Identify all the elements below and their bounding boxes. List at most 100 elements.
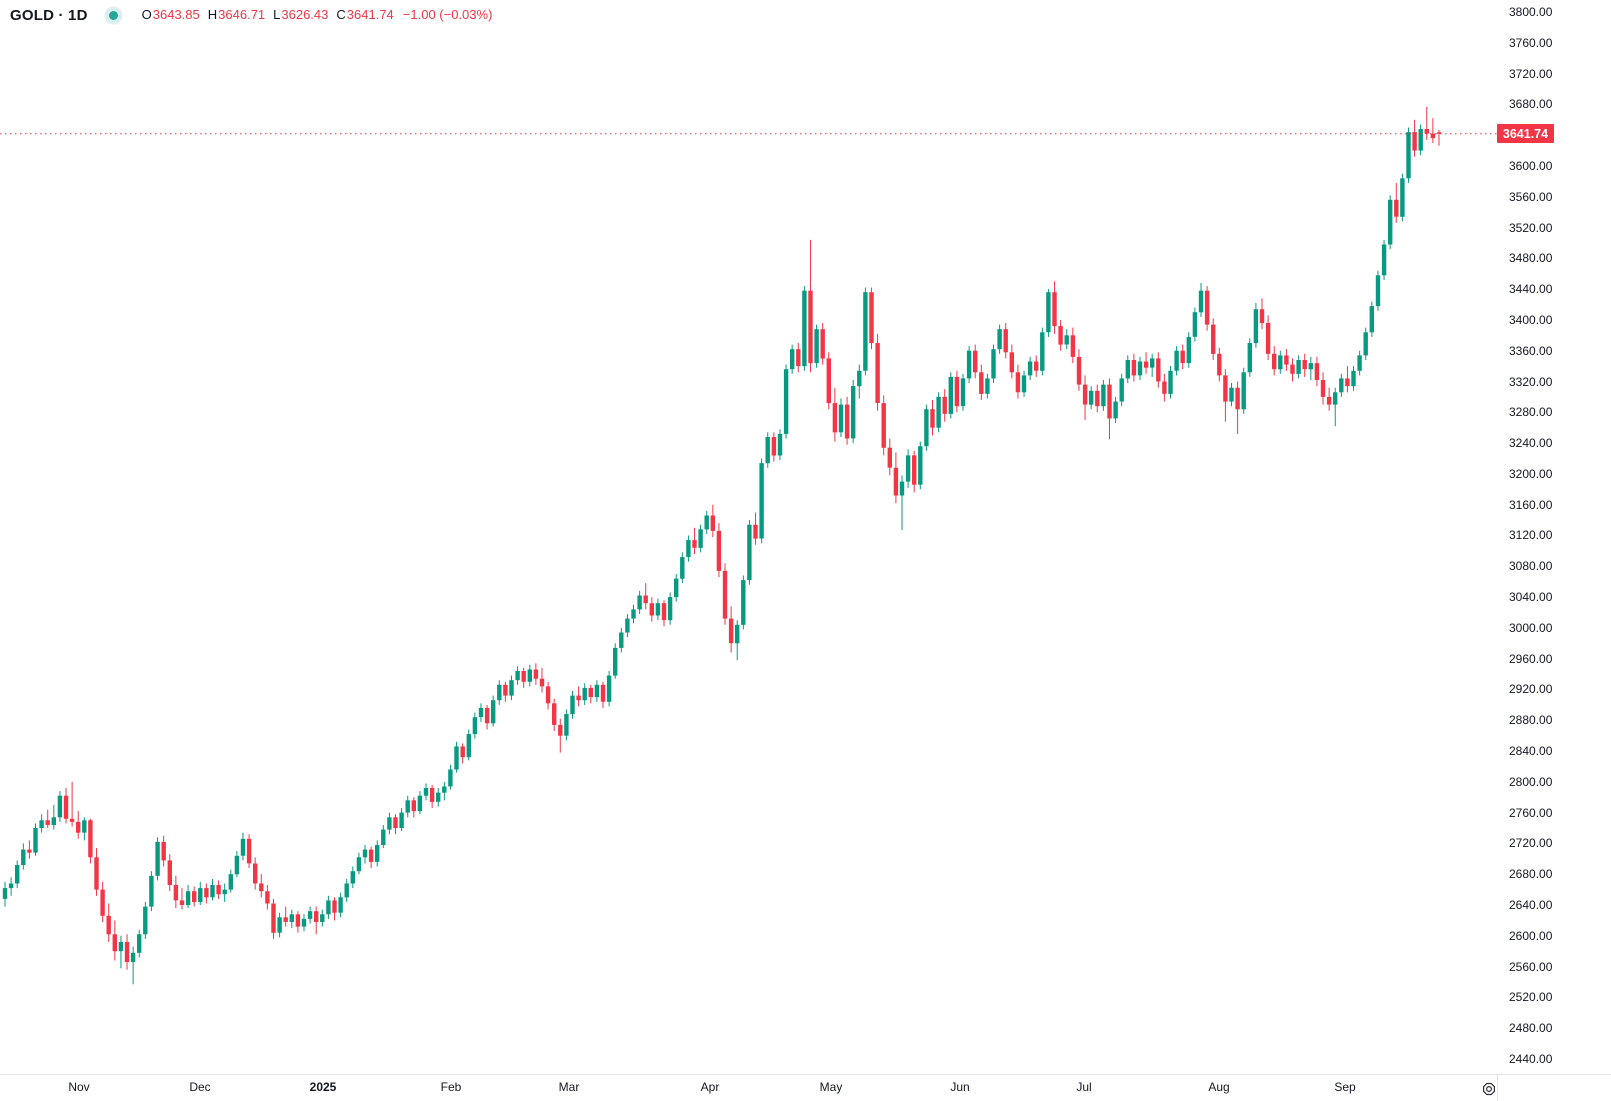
candle[interactable] <box>1272 346 1277 376</box>
candle[interactable] <box>747 520 752 585</box>
candle[interactable] <box>15 860 20 889</box>
candle[interactable] <box>149 871 154 912</box>
candle[interactable] <box>1436 130 1442 146</box>
candle[interactable] <box>527 664 532 687</box>
candle[interactable] <box>228 869 233 893</box>
candle[interactable] <box>515 666 520 685</box>
candle[interactable] <box>1235 381 1240 434</box>
candle[interactable] <box>1143 352 1149 374</box>
candle[interactable] <box>881 395 886 456</box>
candle[interactable] <box>832 387 838 442</box>
candle[interactable] <box>454 741 459 773</box>
candle[interactable] <box>582 683 587 705</box>
candle[interactable] <box>936 392 941 433</box>
candle[interactable] <box>802 286 807 371</box>
candle[interactable] <box>1406 127 1411 183</box>
candle[interactable] <box>649 597 654 622</box>
candle[interactable] <box>368 846 374 869</box>
candle[interactable] <box>222 883 227 902</box>
candle[interactable] <box>100 881 105 922</box>
candle[interactable] <box>1192 307 1198 342</box>
candle[interactable] <box>63 788 69 824</box>
candle[interactable] <box>192 886 197 907</box>
candle[interactable] <box>728 606 734 653</box>
candle[interactable] <box>680 552 685 584</box>
candle[interactable] <box>253 857 258 890</box>
candle[interactable] <box>1351 366 1356 391</box>
candle[interactable] <box>1174 346 1179 376</box>
candle[interactable] <box>411 797 416 818</box>
candle[interactable] <box>8 877 14 896</box>
candle[interactable] <box>1278 350 1283 374</box>
candle[interactable] <box>33 823 38 856</box>
candle[interactable] <box>1027 356 1033 380</box>
candle[interactable] <box>143 901 148 939</box>
candle[interactable] <box>985 373 990 399</box>
candle[interactable] <box>1052 281 1057 334</box>
candle[interactable] <box>448 764 453 790</box>
candle[interactable] <box>88 818 93 864</box>
candle[interactable] <box>905 449 911 488</box>
candle[interactable] <box>326 895 331 919</box>
candle[interactable] <box>167 854 172 892</box>
candle[interactable] <box>1137 356 1143 380</box>
candle[interactable] <box>234 851 240 878</box>
candle[interactable] <box>863 287 868 376</box>
candle[interactable] <box>1418 124 1423 156</box>
candle[interactable] <box>417 791 423 815</box>
candle[interactable] <box>1015 364 1021 399</box>
candle[interactable] <box>594 680 600 702</box>
candle[interactable] <box>283 906 288 927</box>
candle[interactable] <box>314 906 319 935</box>
candle[interactable] <box>198 881 203 905</box>
candle[interactable] <box>1308 356 1313 380</box>
candle[interactable] <box>137 929 142 958</box>
candle[interactable] <box>814 324 819 368</box>
candle[interactable] <box>1363 327 1368 360</box>
candle[interactable] <box>1290 358 1295 382</box>
candle[interactable] <box>1375 270 1381 311</box>
candle[interactable] <box>960 373 966 411</box>
candle[interactable] <box>2 881 8 907</box>
candle[interactable] <box>692 527 697 554</box>
candle[interactable] <box>1168 366 1173 399</box>
candle[interactable] <box>1156 352 1161 388</box>
candle[interactable] <box>393 814 398 835</box>
candle[interactable] <box>1009 344 1014 379</box>
candle[interactable] <box>1223 369 1228 422</box>
candle[interactable] <box>686 535 691 562</box>
candle[interactable] <box>381 825 386 849</box>
candle[interactable] <box>307 906 313 924</box>
candle[interactable] <box>857 364 862 399</box>
candle[interactable] <box>1314 356 1320 387</box>
candle[interactable] <box>674 574 679 602</box>
candle[interactable] <box>790 344 795 374</box>
candle[interactable] <box>655 598 661 621</box>
candle[interactable] <box>436 788 441 807</box>
candle[interactable] <box>1119 373 1124 407</box>
candle[interactable] <box>423 783 429 801</box>
candle[interactable] <box>460 743 465 764</box>
candle[interactable] <box>1265 315 1271 360</box>
candle[interactable] <box>552 698 557 731</box>
candle[interactable] <box>1424 106 1429 140</box>
candle[interactable] <box>777 429 783 461</box>
candle[interactable] <box>991 344 996 384</box>
candle[interactable] <box>1302 353 1307 377</box>
candle[interactable] <box>1204 286 1210 331</box>
candle[interactable] <box>533 663 539 685</box>
candle[interactable] <box>667 592 673 625</box>
candle[interactable] <box>277 912 282 938</box>
candle[interactable] <box>509 675 514 701</box>
candle[interactable] <box>289 909 294 929</box>
candle[interactable] <box>875 333 880 411</box>
candle[interactable] <box>826 352 831 410</box>
candle[interactable] <box>545 681 551 710</box>
candle[interactable] <box>1034 355 1039 377</box>
candle[interactable] <box>1101 380 1106 411</box>
candle[interactable] <box>161 835 166 867</box>
candle[interactable] <box>1284 349 1289 371</box>
candle[interactable] <box>405 795 410 818</box>
candle[interactable] <box>1095 384 1100 413</box>
